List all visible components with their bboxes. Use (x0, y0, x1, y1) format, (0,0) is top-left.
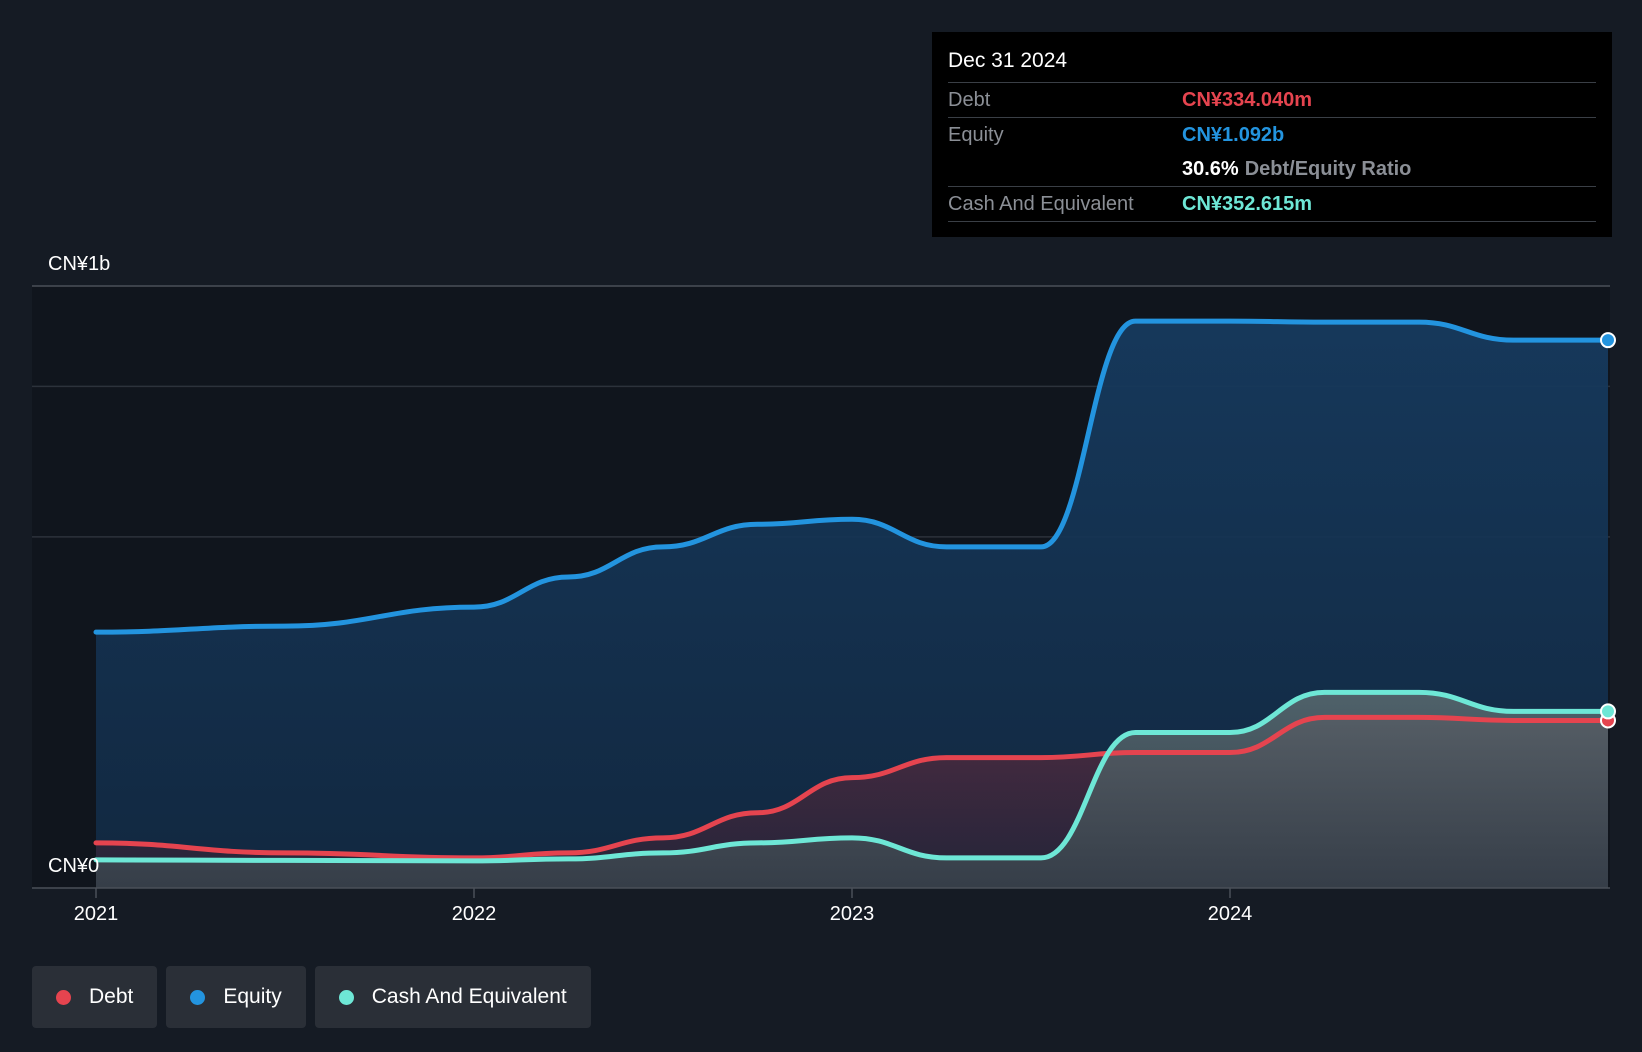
tooltip-cash-row: Cash And Equivalent CN¥352.615m (948, 186, 1596, 222)
legend-cash-label: Cash And Equivalent (371, 985, 567, 1008)
debt-dot-icon (56, 989, 71, 1005)
tooltip-equity-row: Equity CN¥1.092b (948, 117, 1596, 152)
tooltip-debt-row: Debt CN¥334.040m (948, 82, 1596, 117)
axis-layer: 2021 2022 2023 2024 CN¥1b CN¥0 (32, 253, 1610, 925)
x-tick-label: 2021 (74, 903, 119, 925)
x-tick-label: 2023 (830, 903, 875, 925)
tooltip-date: Dec 31 2024 (948, 49, 1068, 72)
tooltip-debt-label: Debt (948, 88, 991, 111)
legend-debt-label: Debt (89, 985, 134, 1008)
equity-line (93, 318, 1611, 635)
tooltip-panel: Dec 31 2024 Debt CN¥334.040m Equity CN¥1… (932, 32, 1612, 237)
y-tick-label: CN¥1b (48, 253, 110, 275)
legend-item-cash[interactable]: Cash And Equivalent (314, 966, 591, 1028)
equity-endpoint-marker[interactable] (1600, 332, 1616, 349)
cash-line (93, 689, 1611, 864)
tooltip-equity-value: CN¥1.092b (1182, 123, 1285, 146)
tooltip-ratio-value: 30.6% (1182, 157, 1239, 180)
tooltip-ratio-label: Debt/Equity Ratio (1244, 157, 1412, 180)
cash-endpoint-marker[interactable] (1600, 703, 1616, 720)
line-layer (93, 318, 1616, 864)
legend-item-debt[interactable]: Debt (32, 966, 158, 1028)
tooltip-equity-label: Equity (948, 123, 1004, 146)
tooltip-cash-label: Cash And Equivalent (948, 192, 1134, 215)
legend-equity-label: Equity (223, 985, 282, 1008)
equity-dot-icon (190, 989, 206, 1005)
x-tick-label: 2022 (452, 903, 497, 925)
chart-legend: Debt Equity Cash And Equivalent (32, 966, 591, 1028)
tooltip-debt-value: CN¥334.040m (1182, 88, 1313, 111)
cash-area (96, 692, 1608, 888)
tooltip-ratio-row: 30.6% Debt/Equity Ratio (948, 152, 1596, 186)
tooltip-cash-value: CN¥352.615m (1182, 192, 1313, 215)
x-tick-label: 2024 (1208, 903, 1253, 925)
legend-item-equity[interactable]: Equity (166, 966, 306, 1028)
y-tick-label: CN¥0 (48, 855, 99, 877)
debt-line (93, 714, 1611, 861)
area-layer (96, 321, 1608, 888)
cash-dot-icon (338, 989, 354, 1005)
